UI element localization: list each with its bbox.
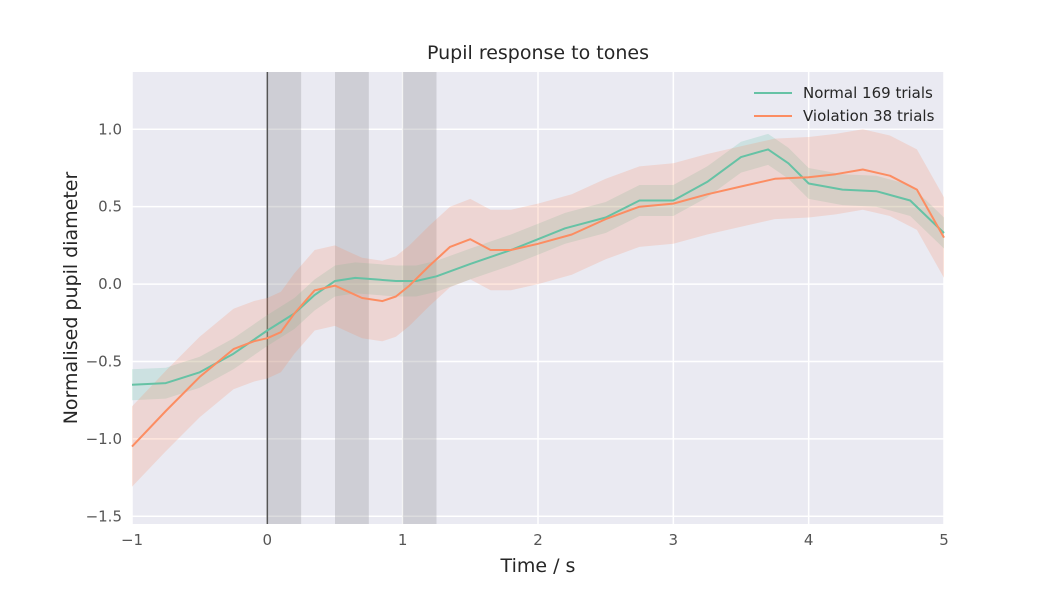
y-tick-label: 0.5 xyxy=(98,198,122,216)
stimulus-interval xyxy=(267,72,302,524)
x-tick-label: 3 xyxy=(669,531,679,549)
chart-title: Pupil response to tones xyxy=(427,42,649,64)
y-tick-label: −1.0 xyxy=(86,430,122,448)
series-line-1 xyxy=(131,168,945,448)
x-tick-label: 2 xyxy=(533,531,543,549)
y-tick-label: −1.5 xyxy=(86,507,122,525)
y-tick-labels: −1.5 −1.0 −0.5 0.0 0.5 1.0 xyxy=(86,120,122,525)
y-tick-label: 0.0 xyxy=(98,275,122,293)
y-tick-label: 1.0 xyxy=(98,120,122,138)
legend-label-violation: Violation 38 trials xyxy=(803,107,935,125)
x-axis-label: Time / s xyxy=(500,555,576,577)
x-tick-label: 5 xyxy=(939,531,949,549)
stimulus-interval xyxy=(402,72,437,524)
confidence-bands xyxy=(132,129,944,487)
y-tick-label: −0.5 xyxy=(86,352,122,370)
x-tick-label: 1 xyxy=(398,531,408,549)
y-axis-label: Normalised pupil diameter xyxy=(60,172,82,425)
legend-label-normal: Normal 169 trials xyxy=(803,84,933,102)
x-tick-label: 0 xyxy=(263,531,273,549)
confidence-band-0 xyxy=(132,133,944,401)
series-lines xyxy=(131,148,945,448)
x-tick-label: −1 xyxy=(121,531,143,549)
x-tick-labels: −1 0 1 2 3 4 5 xyxy=(121,531,949,549)
legend: Normal 169 trials Violation 38 trials xyxy=(754,84,935,125)
x-tick-label: 4 xyxy=(804,531,814,549)
confidence-band-1 xyxy=(132,129,944,487)
